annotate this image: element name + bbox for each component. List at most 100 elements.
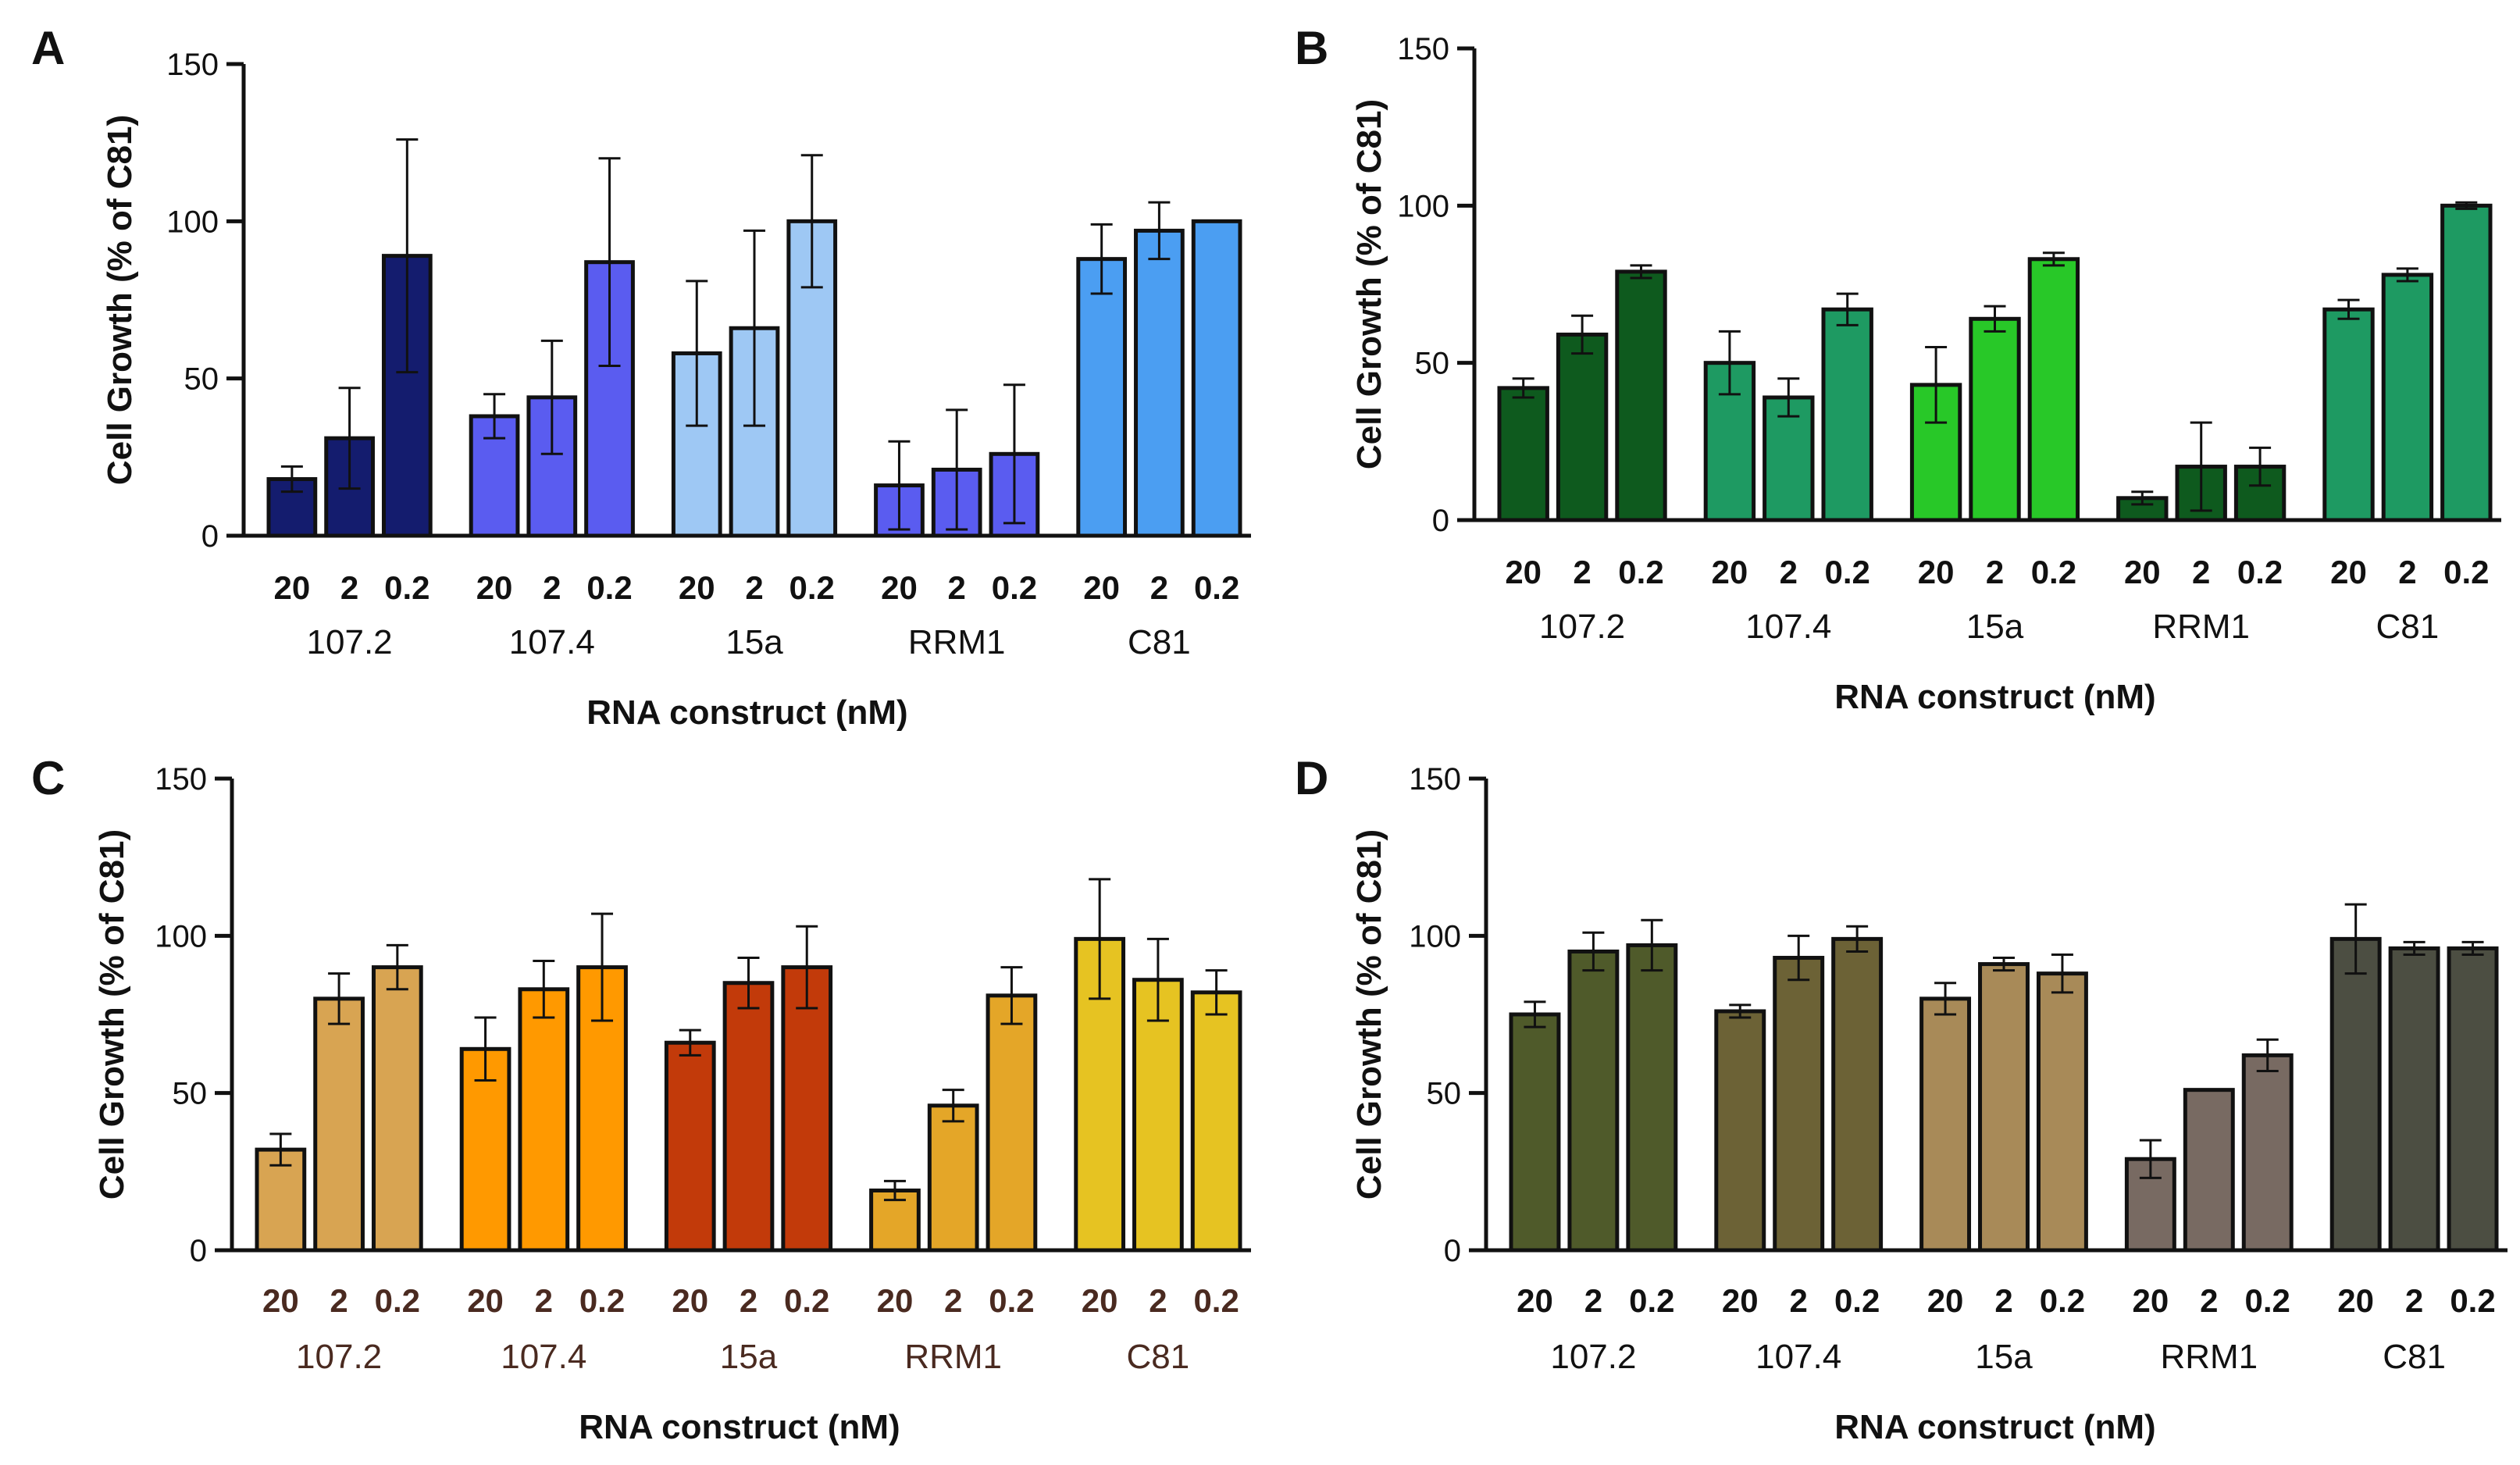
bar xyxy=(2036,971,2088,1253)
dose-label: 0.2 xyxy=(1618,554,1663,590)
dose-label: 0.2 xyxy=(1629,1282,1674,1319)
y-tick-label: 150 xyxy=(1409,762,1461,797)
x-axis-title: RNA construct (nM) xyxy=(1834,678,2155,716)
dose-label: 0.2 xyxy=(579,1282,625,1319)
y-tick-label: 100 xyxy=(166,205,219,239)
dose-label: 20 xyxy=(262,1282,299,1319)
bar xyxy=(2241,1053,2294,1253)
dose-label: 20 xyxy=(467,1282,504,1319)
dose-label: 0.2 xyxy=(375,1282,420,1319)
dose-label: 0.2 xyxy=(989,1282,1034,1319)
dose-label: 20 xyxy=(1083,569,1120,606)
bar xyxy=(2329,936,2382,1253)
bar xyxy=(1556,332,1609,522)
dose-label: 20 xyxy=(476,569,513,606)
dose-label: 2 xyxy=(1584,1282,1602,1319)
dose-label: 20 xyxy=(1712,554,1748,590)
dose-label: 2 xyxy=(2398,554,2416,590)
panel-letter: B xyxy=(1295,22,1328,74)
dose-label: 2 xyxy=(340,569,358,606)
bar xyxy=(1821,307,1873,522)
bar xyxy=(518,987,570,1253)
dose-label: 0.2 xyxy=(1834,1282,1880,1319)
construct-label: 107.2 xyxy=(296,1338,382,1376)
dose-label: 20 xyxy=(2124,554,2161,590)
dose-label: 20 xyxy=(1722,1282,1759,1319)
bar xyxy=(2381,273,2434,522)
bar xyxy=(1626,943,1678,1253)
x-axis-title: RNA construct (nM) xyxy=(1834,1408,2155,1446)
bar xyxy=(1509,1012,1561,1253)
construct-label: 15a xyxy=(1975,1338,2033,1376)
bar xyxy=(664,1040,716,1253)
y-axis-title: Cell Growth (% of C81) xyxy=(1350,829,1388,1199)
bar xyxy=(1134,228,1185,538)
bar xyxy=(1714,1009,1766,1253)
bar xyxy=(2027,257,2080,522)
dose-label: 0.2 xyxy=(2443,554,2489,590)
bar xyxy=(781,965,833,1253)
construct-label: C81 xyxy=(1128,623,1191,661)
bar xyxy=(459,1046,511,1253)
dose-label: 0.2 xyxy=(586,569,632,606)
bar xyxy=(927,1103,979,1253)
bar xyxy=(1132,978,1184,1253)
construct-label: 107.2 xyxy=(307,623,393,661)
dose-label: 20 xyxy=(1517,1282,1553,1319)
construct-label: C81 xyxy=(2383,1338,2446,1376)
bar xyxy=(1190,990,1242,1253)
dose-label: 0.2 xyxy=(2237,554,2283,590)
dose-label: 0.2 xyxy=(992,569,1037,606)
y-tick-label: 150 xyxy=(1397,32,1449,66)
construct-label: 107.4 xyxy=(501,1338,586,1376)
dose-label: 2 xyxy=(2405,1282,2423,1319)
construct-label: 107.4 xyxy=(1745,608,1831,646)
bar xyxy=(1919,996,1972,1253)
bar xyxy=(1969,316,2021,522)
dose-label: 2 xyxy=(2192,554,2210,590)
dose-label: 20 xyxy=(672,1282,708,1319)
dose-label: 0.2 xyxy=(2450,1282,2495,1319)
construct-label: RRM1 xyxy=(904,1338,1002,1376)
dose-label: 20 xyxy=(1918,554,1955,590)
dose-label: 20 xyxy=(1082,1282,1118,1319)
dose-label: 2 xyxy=(535,1282,553,1319)
bar xyxy=(1076,257,1128,538)
y-tick-label: 0 xyxy=(1432,504,1449,538)
y-tick-label: 100 xyxy=(1409,919,1461,953)
dose-label: 20 xyxy=(2337,1282,2374,1319)
dose-label: 2 xyxy=(745,569,763,606)
y-tick-label: 100 xyxy=(1397,189,1449,223)
x-axis-title: RNA construct (nM) xyxy=(586,693,907,732)
dose-label: 2 xyxy=(1149,1282,1167,1319)
construct-label: 15a xyxy=(720,1338,778,1376)
bar xyxy=(2322,307,2375,522)
dose-label: 2 xyxy=(948,569,966,606)
bar xyxy=(2388,946,2440,1253)
dose-label: 20 xyxy=(1505,554,1542,590)
construct-label: 107.2 xyxy=(1539,608,1625,646)
y-tick-label: 0 xyxy=(201,519,219,554)
y-tick-label: 150 xyxy=(166,48,219,82)
bar xyxy=(2440,203,2493,522)
dose-label: 0.2 xyxy=(790,569,835,606)
dose-label: 2 xyxy=(2200,1282,2218,1319)
y-tick-label: 50 xyxy=(184,362,219,397)
dose-label: 2 xyxy=(944,1282,962,1319)
construct-label: 107.4 xyxy=(509,623,595,661)
dose-label: 20 xyxy=(1927,1282,1964,1319)
bar xyxy=(371,965,423,1253)
construct-label: 107.2 xyxy=(1550,1338,1636,1376)
bar xyxy=(1763,395,1815,522)
dose-label: 0.2 xyxy=(384,569,430,606)
dose-label: 2 xyxy=(1573,554,1591,590)
dose-label: 0.2 xyxy=(784,1282,829,1319)
bar xyxy=(2183,1088,2235,1253)
y-tick-label: 50 xyxy=(1415,347,1450,381)
y-axis-title: Cell Growth (% of C81) xyxy=(101,115,139,485)
x-axis-title: RNA construct (nM) xyxy=(579,1408,900,1446)
